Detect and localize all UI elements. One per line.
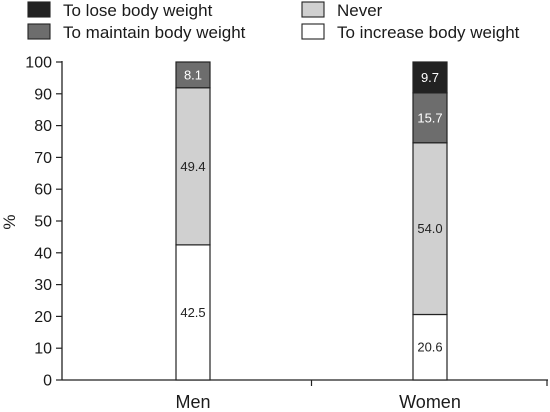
legend-swatch (301, 1, 325, 18)
y-tick-label: 30 (34, 277, 52, 294)
bar-segment-men-2 (175, 61, 211, 89)
y-tick-label: 60 (34, 182, 52, 199)
y-tick-label: 40 (34, 245, 52, 262)
x-tick-label-men: Men (175, 392, 210, 412)
bar-segment-women-2 (412, 92, 448, 144)
y-tick-label: 0 (43, 373, 52, 390)
legend-swatch (27, 23, 51, 40)
y-tick-label: 20 (34, 309, 52, 326)
bar-segment-men-1 (175, 87, 211, 246)
data-label-women-3: 9.7 (421, 70, 439, 85)
x-tick-label-women: Women (399, 392, 461, 412)
y-axis-label: % (0, 214, 19, 229)
y-tick-label: 80 (34, 118, 52, 135)
legend-swatch (27, 1, 51, 18)
legend-label: To increase body weight (337, 23, 520, 42)
bar-segment-women-3 (412, 61, 448, 94)
data-label-men-0: 42.5 (180, 305, 205, 320)
bar-segment-men-0 (175, 244, 211, 381)
data-label-women-2: 15.7 (417, 110, 442, 125)
legend-label: To maintain body weight (63, 23, 246, 42)
y-tick-label: 70 (34, 150, 52, 167)
data-label-women-1: 54.0 (417, 221, 442, 236)
data-label-women-0: 20.6 (417, 340, 442, 355)
legend-label: To lose body weight (63, 1, 213, 20)
bars: 42.5 49.4 8.1 20.6 54.0 15.7 9.7 (175, 61, 448, 381)
y-tick-label: 10 (34, 341, 52, 358)
bar-segment-women-1 (412, 142, 448, 316)
data-label-men-2: 8.1 (184, 67, 202, 82)
legend: To lose body weight Never To maintain body… (27, 1, 520, 42)
bar-segment-women-0 (412, 313, 448, 381)
y-tick-label: 90 (34, 86, 52, 103)
axes: 0 10 20 30 40 50 60 70 80 90 100 Men Women (25, 55, 548, 412)
data-label-men-1: 49.4 (180, 159, 205, 174)
legend-swatch (301, 23, 325, 40)
legend-label: Never (337, 1, 383, 20)
y-tick-label: 100 (25, 55, 52, 72)
y-tick-label: 50 (34, 214, 52, 231)
